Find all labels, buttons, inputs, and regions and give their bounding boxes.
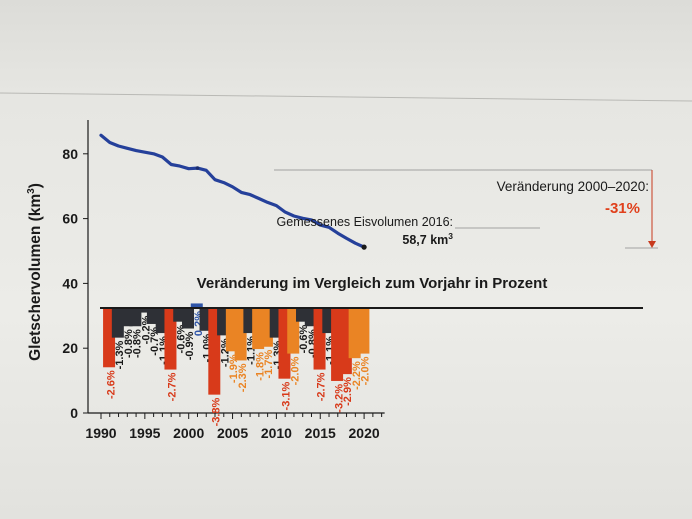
x-tick-label: 2015 [305,425,336,441]
x-tick-label: 2000 [173,425,204,441]
change-label-2020: -2.0% [360,356,372,385]
change-bar-1998 [164,308,177,370]
x-tick-label: 2010 [261,425,292,441]
page-edge-line [0,92,692,102]
measured-volume-number: 58,7 km [402,233,448,247]
x-tick-label: 2020 [349,425,380,441]
change-label-2013: -0.6% [298,324,310,353]
change-bar-2020 [357,308,370,354]
y-tick-label: 0 [70,405,78,421]
change-label-2011: -3.1% [281,381,293,410]
change-bar-2001 [190,303,203,308]
volume-series [99,133,367,250]
y-axis-label-sup: 3 [26,188,37,194]
y-axis-label-main: Gletschervolumen (km [27,194,44,361]
volume-point-2001 [195,166,200,170]
change-label-2006: -2.3% [237,363,249,392]
change-label-2017: -3.2% [333,384,345,413]
y-axis-label: Gletschervolumen (km3) [26,183,44,361]
change-label-2009: -1.7% [263,350,275,379]
x-tick-label: 2005 [217,425,248,441]
change-label-2012: -2.0% [289,356,301,385]
change-label-1991: -2.6% [105,370,117,399]
volume-line [99,133,366,249]
change-label: Veränderung 2000–2020: [497,179,649,194]
change-label-2003: -3.8% [211,397,223,426]
y-axis-label-end: ) [27,183,44,188]
x-tick-label: 1990 [85,425,116,441]
change-bar-2000 [182,308,194,329]
change-label-2005: -1.9% [228,354,240,383]
measured-volume-label: Gemessenes Eisvolumen 2016: [277,215,453,229]
y-tick-label: 60 [62,211,78,227]
change-label-2018: -2.9% [342,377,354,406]
bars: -2.6%-1.3%-0.8%-0.8%-0.2%-0.7%-1.1%-2.7%… [100,303,643,426]
x-tick-label: 1995 [129,425,160,441]
change-bar-1995 [138,308,151,313]
change-arrow-head [648,241,656,248]
change-label-1993: -0.8% [123,329,135,358]
volume-end-point [361,244,367,250]
change-label-2015: -2.7% [316,372,328,401]
measured-volume-value: 58,7 km3 [402,231,453,247]
change-label-2000: -0.9% [184,331,196,360]
change-label-1998: -2.7% [167,372,179,401]
change-value: -31% [605,200,640,217]
change-label-1992: -1.3% [114,340,126,369]
measured-volume-unit-sup: 3 [448,231,453,241]
change-label-2008: -1.8% [254,352,266,381]
change-label-1994: -0.8% [132,329,144,358]
bar-chart-title: Veränderung im Vergleich zum Vorjahr in … [197,275,548,292]
y-tick-label: 40 [62,275,78,291]
change-label-1996: -0.7% [149,327,161,356]
y-tick-label: 20 [62,340,78,356]
change-label-2019: -2.2% [351,361,363,390]
change-label-1999: -0.6% [175,324,187,353]
axes: 0 20 40 60 80 1990 1995 2000 2005 2010 2015 2020 [62,120,385,441]
y-tick-label: 80 [62,146,78,162]
